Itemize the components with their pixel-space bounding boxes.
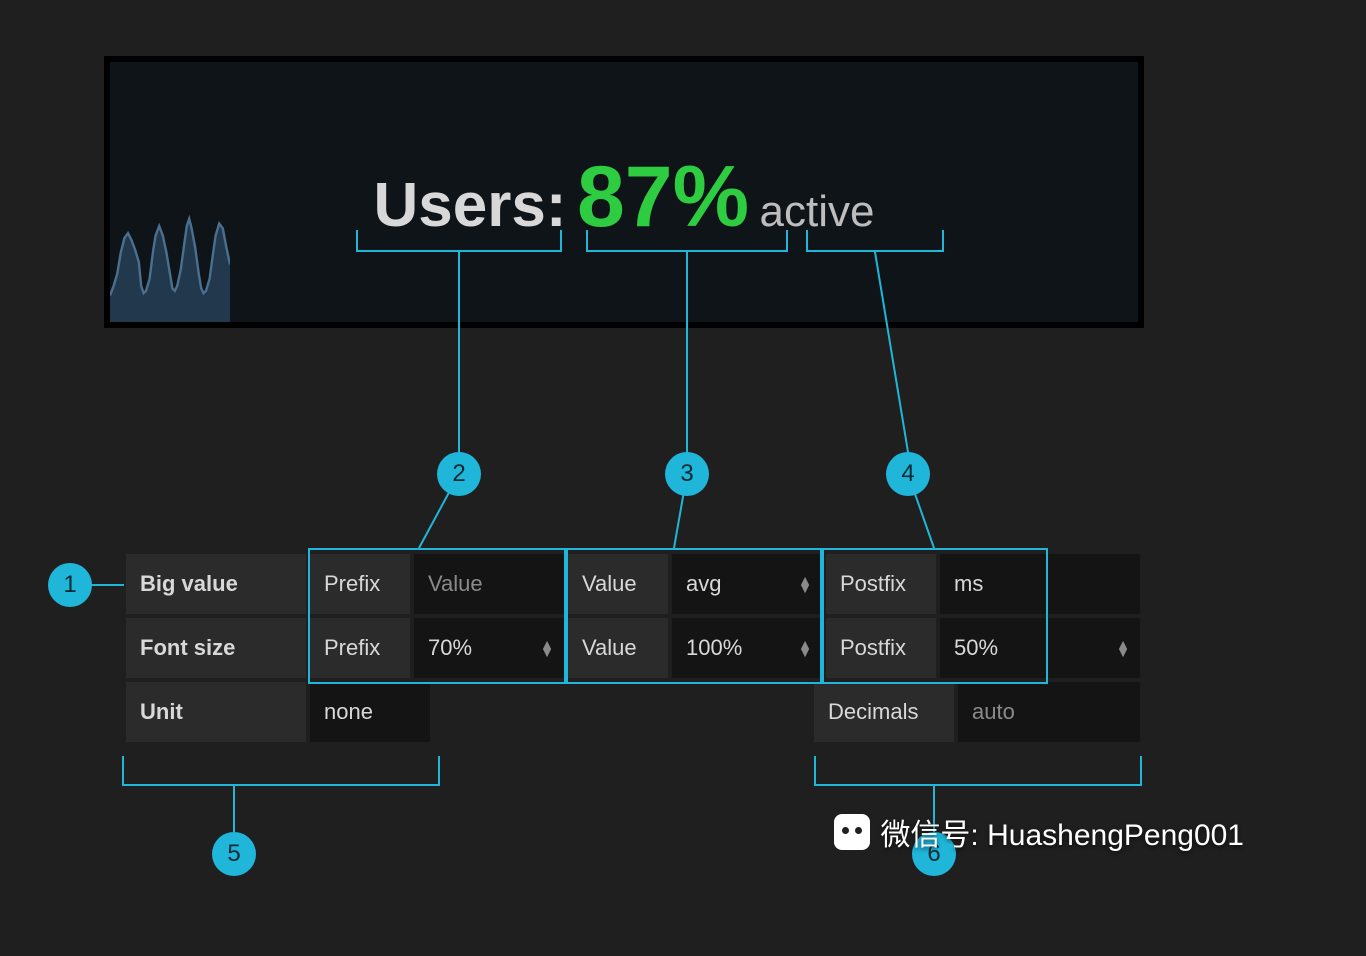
chevron-updown-icon: ▲▼ [540,640,554,656]
bracket-prefix [356,230,562,252]
select-postfix-fontsize-text: 50% [954,635,998,661]
options-row-unit: Unit none Decimals auto [126,682,1140,742]
callout-badge-3: 3 [665,452,709,496]
select-value-fontsize-text: 100% [686,635,742,661]
callout-badge-3-label: 3 [680,460,693,488]
label-postfix: Postfix [826,554,936,614]
input-postfix-value[interactable]: ms [940,554,1140,614]
options-row-fontsize: Font size Prefix 70% ▲▼ Value 100% ▲▼ Po… [126,618,1140,678]
stat-postfix: active [760,187,875,236]
select-prefix-fontsize[interactable]: 70% ▲▼ [414,618,564,678]
select-prefix-fontsize-text: 70% [428,635,472,661]
label-unit: Unit [126,682,306,742]
label-postfix-fs: Postfix [826,618,936,678]
label-font-size: Font size [126,618,306,678]
chevron-updown-icon: ▲▼ [798,640,812,656]
label-value-fs: Value [568,618,668,678]
callout-badge-4-label: 4 [901,460,914,488]
label-prefix-fs: Prefix [310,618,410,678]
input-decimals[interactable]: auto [958,682,1140,742]
callout-badge-4: 4 [886,452,930,496]
label-prefix: Prefix [310,554,410,614]
wechat-icon [834,814,870,850]
chevron-updown-icon: ▲▼ [1116,640,1130,656]
callout-badge-2: 2 [437,452,481,496]
input-prefix-value[interactable]: Value [414,554,564,614]
callout-badge-5-label: 5 [227,840,240,868]
bracket-postfix [806,230,944,252]
callout-badge-1-label: 1 [63,571,76,599]
callout-badge-5: 5 [212,832,256,876]
select-value-fontsize[interactable]: 100% ▲▼ [672,618,822,678]
select-unit[interactable]: none [310,682,430,742]
bracket-unit [122,756,440,786]
options-table: Big value Prefix Value Value avg ▲▼ Post… [126,554,1140,746]
select-value-agg[interactable]: avg ▲▼ [672,554,822,614]
options-row-bigvalue: Big value Prefix Value Value avg ▲▼ Post… [126,554,1140,614]
watermark-text: 微信号: HuashengPeng001 [880,810,1244,854]
callout-badge-1: 1 [48,563,92,607]
watermark: 微信号: HuashengPeng001 [834,810,1244,854]
bracket-decimals [814,756,1142,786]
chevron-updown-icon: ▲▼ [798,576,812,592]
select-value-agg-text: avg [686,571,721,597]
label-big-value: Big value [126,554,306,614]
bracket-value [586,230,788,252]
label-value: Value [568,554,668,614]
select-postfix-fontsize[interactable]: 50% ▲▼ [940,618,1140,678]
singlestat-panel: Users: 87% active [104,56,1144,328]
callout-badge-2-label: 2 [452,460,465,488]
label-decimals: Decimals [814,682,954,742]
